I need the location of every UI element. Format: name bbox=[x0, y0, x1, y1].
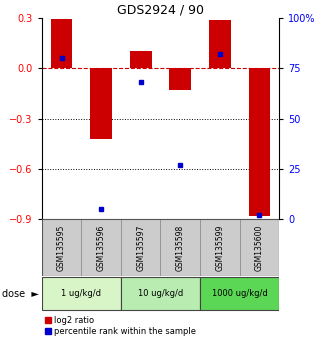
Bar bbox=[160, 219, 200, 276]
Text: GSM135598: GSM135598 bbox=[176, 225, 185, 271]
Legend: log2 ratio, percentile rank within the sample: log2 ratio, percentile rank within the s… bbox=[45, 316, 196, 336]
Text: GSM135600: GSM135600 bbox=[255, 224, 264, 271]
Bar bbox=[200, 219, 240, 276]
Bar bbox=[121, 277, 200, 310]
Bar bbox=[42, 219, 81, 276]
Bar bbox=[81, 219, 121, 276]
Text: GSM135596: GSM135596 bbox=[97, 224, 106, 271]
Bar bbox=[169, 68, 191, 90]
Text: 10 ug/kg/d: 10 ug/kg/d bbox=[138, 289, 183, 298]
Text: 1000 ug/kg/d: 1000 ug/kg/d bbox=[212, 289, 268, 298]
Bar bbox=[209, 20, 231, 68]
Bar bbox=[51, 18, 73, 68]
Text: 1 ug/kg/d: 1 ug/kg/d bbox=[61, 289, 101, 298]
Bar bbox=[121, 219, 160, 276]
Bar bbox=[90, 68, 112, 139]
Text: GSM135595: GSM135595 bbox=[57, 224, 66, 271]
Title: GDS2924 / 90: GDS2924 / 90 bbox=[117, 4, 204, 17]
Text: GSM135599: GSM135599 bbox=[215, 224, 224, 271]
Text: GSM135597: GSM135597 bbox=[136, 224, 145, 271]
Bar bbox=[200, 277, 279, 310]
Bar bbox=[42, 277, 121, 310]
Bar bbox=[248, 68, 270, 216]
Text: dose  ►: dose ► bbox=[2, 289, 39, 299]
Bar bbox=[130, 51, 152, 68]
Bar bbox=[240, 219, 279, 276]
